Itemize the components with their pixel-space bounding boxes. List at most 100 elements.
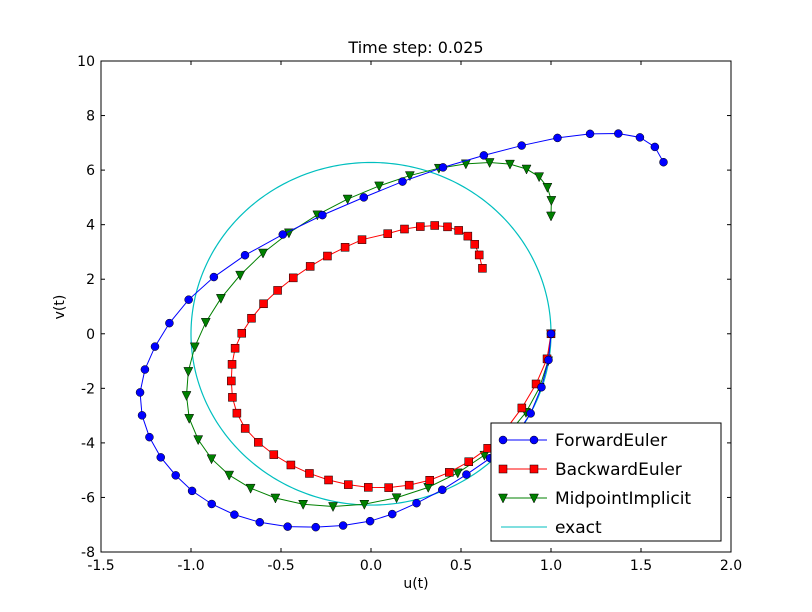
legend-swatch-marker — [529, 435, 539, 445]
data-point-backwardeuler — [404, 480, 414, 490]
data-point-backwardeuler — [445, 468, 454, 477]
data-point-forwardeuler — [553, 133, 562, 143]
data-point-backwardeuler — [416, 222, 425, 231]
data-point-midpointimplicit — [193, 435, 204, 446]
legend-entry-exact: exact — [501, 518, 602, 538]
data-point-forwardeuler — [462, 470, 471, 479]
data-point-backwardeuler — [474, 250, 484, 260]
data-point-midpointimplicit — [328, 502, 338, 513]
data-point-forwardeuler — [318, 210, 327, 220]
x-tick-label: -1.0 — [177, 558, 204, 574]
series-exact — [190, 161, 552, 506]
data-point-forwardeuler — [209, 272, 219, 282]
x-tick-label: 1.0 — [540, 558, 562, 574]
x-axis-label: u(t) — [403, 576, 428, 592]
legend-entry-backwardeuler: BackwardEuler — [498, 460, 682, 480]
data-point-midpointimplicit — [183, 367, 194, 377]
legend-frame — [490, 422, 722, 542]
data-point-backwardeuler — [269, 450, 279, 459]
data-point-backwardeuler — [240, 424, 250, 433]
y-tick-label: 0 — [86, 327, 95, 343]
data-point-forwardeuler — [479, 151, 489, 160]
chart-title: Time step: 0.025 — [347, 38, 483, 57]
x-tick-label: 2.0 — [720, 558, 742, 574]
data-point-backwardeuler — [227, 360, 237, 369]
data-point-forwardeuler — [311, 522, 320, 532]
data-point-midpointimplicit — [342, 194, 353, 205]
data-point-forwardeuler — [207, 499, 216, 509]
data-point-forwardeuler — [526, 409, 535, 418]
data-point-backwardeuler — [464, 457, 473, 466]
y-tick-label: -6 — [81, 490, 95, 506]
data-point-forwardeuler — [537, 382, 546, 392]
data-point-forwardeuler — [187, 486, 197, 496]
data-point-forwardeuler — [659, 157, 668, 167]
data-point-backwardeuler — [324, 475, 333, 485]
data-point-forwardeuler — [438, 485, 447, 495]
data-point-forwardeuler — [614, 129, 623, 138]
data-point-forwardeuler — [165, 318, 174, 328]
data-point-backwardeuler — [230, 343, 240, 353]
data-point-forwardeuler — [387, 509, 397, 519]
data-point-backwardeuler — [430, 221, 439, 230]
y-tick-label: -4 — [81, 436, 95, 452]
data-point-forwardeuler — [650, 142, 660, 152]
legend: ForwardEuler BackwardEuler MidpointImplici… — [490, 422, 722, 542]
data-point-midpointimplicit — [521, 164, 532, 175]
data-point-midpointimplicit — [359, 500, 370, 510]
x-tick-label: -0.5 — [267, 558, 294, 574]
ticks-layer: -1.5 -1.0 -0.5 0.0 0.5 1.0 1.5 2.0 -8 -6 -4 -2 0 2 4 6 8… — [77, 54, 742, 574]
data-point-backwardeuler — [288, 273, 298, 283]
data-point-forwardeuler — [585, 129, 595, 139]
data-point-midpointimplicit — [534, 172, 545, 183]
legend-entry-forwardeuler: ForwardEuler — [498, 431, 667, 451]
data-point-midpointimplicit — [374, 181, 385, 192]
data-point-backwardeuler — [443, 222, 452, 232]
data-point-backwardeuler — [364, 483, 373, 492]
legend-swatch-marker — [498, 493, 508, 504]
data-point-forwardeuler — [171, 471, 180, 480]
data-point-midpointimplicit — [505, 159, 515, 170]
data-point-forwardeuler — [398, 177, 407, 186]
x-tick-label: -1.5 — [87, 558, 114, 574]
y-tick-label: 10 — [77, 54, 95, 70]
data-point-midpointimplicit — [200, 318, 211, 328]
data-point-midpointimplicit — [546, 211, 556, 222]
data-point-forwardeuler — [338, 521, 348, 530]
data-point-forwardeuler — [156, 453, 166, 462]
legend-swatch-marker — [498, 435, 508, 445]
data-point-midpointimplicit — [542, 183, 553, 193]
data-point-backwardeuler — [286, 460, 296, 470]
data-point-forwardeuler — [359, 193, 369, 202]
data-point-forwardeuler — [412, 498, 421, 508]
data-point-backwardeuler — [383, 229, 392, 238]
legend-swatch-marker — [498, 464, 508, 474]
x-tick-label: 0.0 — [360, 558, 382, 574]
y-tick-label: 2 — [86, 272, 95, 288]
data-point-backwardeuler — [517, 403, 527, 413]
data-point-backwardeuler — [305, 469, 314, 478]
data-point-forwardeuler — [255, 518, 265, 527]
data-point-midpointimplicit — [184, 414, 195, 424]
y-axis-label: v(t) — [52, 295, 68, 320]
plot-frame — [100, 60, 732, 553]
data-point-forwardeuler — [140, 365, 150, 374]
data-point-midpointimplicit — [215, 294, 226, 304]
data-point-forwardeuler — [150, 342, 160, 351]
data-point-forwardeuler — [230, 510, 239, 519]
data-point-forwardeuler — [240, 250, 250, 260]
data-point-backwardeuler — [384, 483, 393, 492]
y-tick-label: 8 — [86, 109, 95, 125]
data-point-backwardeuler — [400, 224, 409, 234]
data-point-forwardeuler — [145, 432, 154, 442]
data-point-forwardeuler — [544, 355, 553, 365]
y-tick-label: 4 — [86, 218, 95, 234]
data-point-midpointimplicit — [245, 483, 256, 494]
series-line-exact — [190, 161, 552, 506]
data-point-forwardeuler — [365, 516, 375, 526]
series-line-forwardeuler — [139, 133, 664, 528]
data-point-forwardeuler — [546, 329, 556, 339]
legend-label: MidpointImplicit — [555, 489, 691, 509]
data-point-forwardeuler — [635, 133, 645, 142]
data-point-backwardeuler — [227, 376, 236, 386]
